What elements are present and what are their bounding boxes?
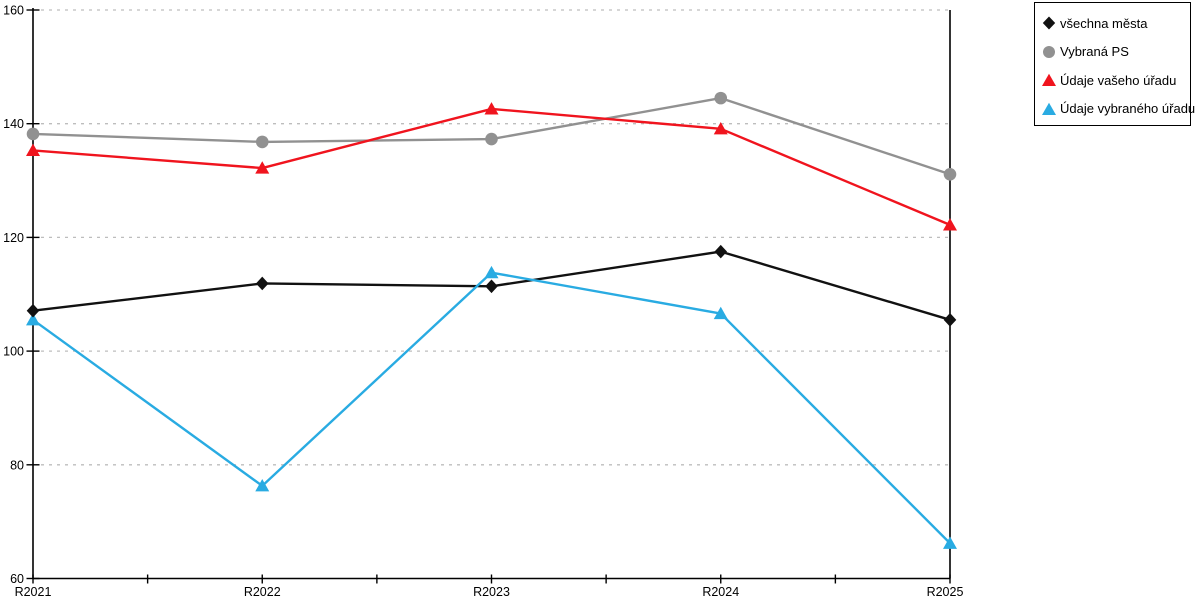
legend-item-vybrana-ps: Vybraná PS — [1041, 38, 1190, 67]
data-point-triangle-marker — [484, 102, 499, 115]
data-point-diamond-marker — [26, 303, 40, 318]
data-point-triangle-marker — [943, 536, 957, 549]
data-point-triangle-marker — [255, 479, 270, 492]
legend-item-vsechna-mesta: všechna města — [1041, 9, 1190, 38]
data-point-circle-marker — [714, 91, 728, 105]
legend-label: Údaje vybraného úřadu — [1060, 101, 1196, 117]
data-point-triangle-marker — [943, 218, 957, 231]
data-point-triangle-marker — [713, 306, 728, 320]
data-point-circle-marker — [485, 132, 498, 146]
y-axis-label: 140 — [3, 117, 24, 131]
data-point-circle-marker — [943, 167, 957, 181]
y-axis-label: 160 — [3, 4, 24, 18]
triangle-marker-icon — [1042, 102, 1056, 115]
data-point-triangle-marker — [255, 161, 270, 174]
data-point-triangle-marker — [26, 143, 40, 157]
triangle-marker-icon — [1042, 74, 1056, 87]
legend-label: Údaje vašeho úřadu — [1060, 72, 1177, 88]
legend-item-udaje-vaseho-uradu: Údaje vašeho úřadu — [1041, 66, 1190, 95]
x-axis-label: R2025 — [927, 585, 964, 599]
circle-marker-icon — [1043, 45, 1055, 58]
data-point-diamond-marker — [943, 313, 957, 327]
data-point-triangle-marker — [484, 265, 499, 279]
x-axis-label: R2022 — [244, 585, 281, 599]
y-axis-label: 80 — [10, 458, 24, 472]
data-point-triangle-marker — [26, 313, 40, 326]
legend-item-udaje-vybraneho-uradu: Údaje vybraného úřadu — [1041, 95, 1195, 124]
data-point-circle-marker — [26, 127, 40, 141]
x-axis-label: R2024 — [702, 585, 739, 599]
y-axis-label: 120 — [3, 231, 24, 245]
data-point-circle-marker — [255, 135, 269, 149]
data-point-diamond-marker — [714, 244, 728, 259]
y-axis-label: 100 — [3, 345, 24, 359]
data-point-triangle-marker — [713, 122, 728, 135]
legend: všechna města Vybraná PS Údaje vašeho úř… — [1034, 2, 1195, 126]
y-axis-label: 60 — [10, 572, 24, 586]
x-axis-label: R2023 — [473, 585, 510, 599]
x-axis-label: R2021 — [15, 585, 52, 599]
legend-label: všechna města — [1060, 15, 1148, 31]
legend-label: Vybraná PS — [1060, 44, 1129, 60]
data-point-diamond-marker — [485, 279, 498, 294]
data-point-diamond-marker — [255, 276, 269, 291]
series-line-2 — [32, 107, 951, 226]
diamond-marker-icon — [1042, 16, 1056, 30]
series-line-3 — [32, 271, 951, 545]
